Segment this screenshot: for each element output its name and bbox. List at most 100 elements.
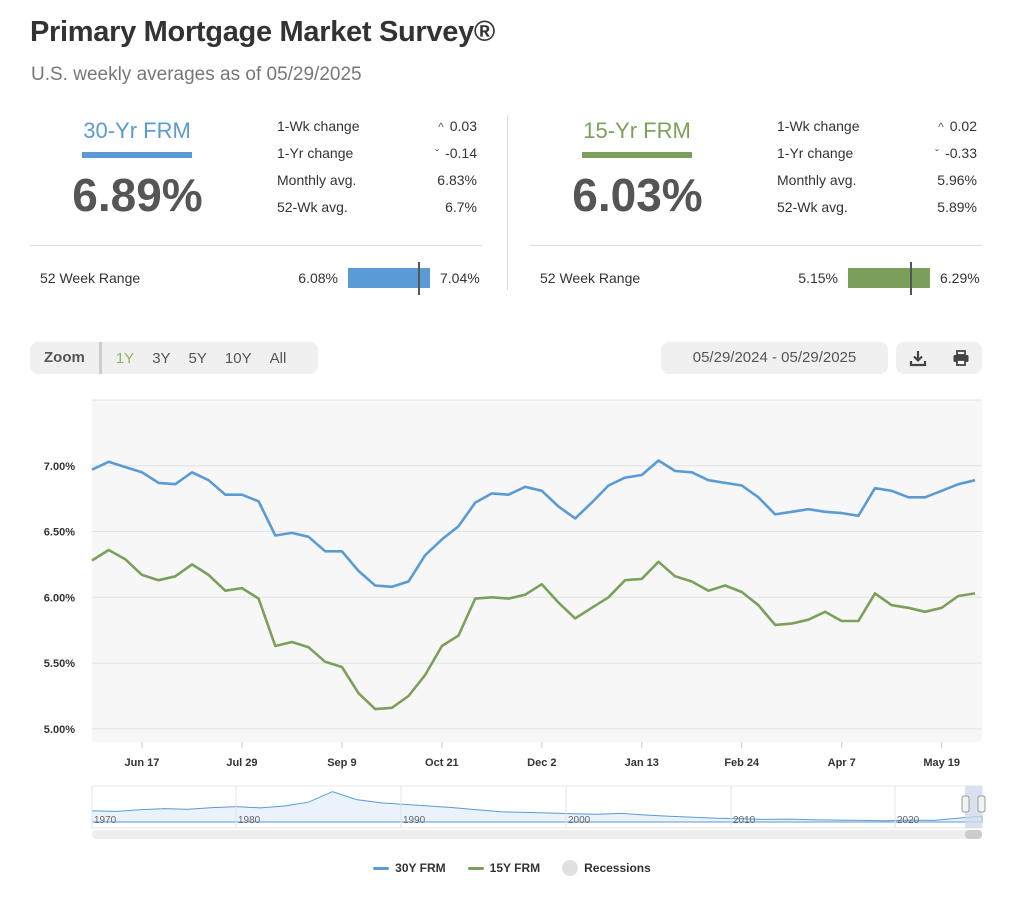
zoom-bar: Zoom 1Y 3Y 5Y 10Y All	[30, 342, 318, 374]
navigator-label: 2010	[733, 815, 756, 826]
stat-value: 0.02	[949, 118, 977, 134]
chevron-up-icon: ^	[438, 120, 444, 134]
frm30-stats: 1-Wk change ^ 0.03 1-Yr change ˇ -0.14 Mon…	[277, 118, 477, 226]
zoom-1y-button[interactable]: 1Y	[115, 349, 135, 367]
stat-label: Monthly avg.	[777, 172, 857, 188]
zoom-3y-button[interactable]: 3Y	[152, 349, 171, 367]
legend-swatch-15y	[467, 866, 484, 870]
navigator-axis: 1970 1980 1990 2000 2010 2020	[91, 786, 920, 828]
plot-background	[92, 400, 982, 742]
series-15y-line[interactable]	[91, 548, 976, 711]
stat-value: 5.96%	[937, 172, 977, 188]
y-tick-label: 7.00%	[44, 461, 75, 473]
y-tick-label: 6.00%	[44, 592, 75, 604]
frm15-rate: 6.03%	[572, 169, 703, 221]
frm30-52wk-row: 52-Wk avg. 6.7%	[277, 199, 477, 226]
zoom-label: Zoom	[30, 342, 102, 374]
legend-label-recessions: Recessions	[584, 861, 651, 875]
stat-value: 6.83%	[437, 172, 477, 188]
x-axis: Jun 17 Jul 29 Sep 9 Oct 21 Dec 2 Jan 13 Feb 24…	[125, 742, 960, 769]
frm15-panel: 15-Yr FRM 6.03% 1-Wk change ^ 0.02 1-Yr c…	[530, 110, 982, 295]
navigator-scrollbar-thumb[interactable]	[965, 830, 982, 839]
frm30-rate: 6.89%	[72, 169, 203, 221]
frm30-range-high: 7.04%	[440, 270, 480, 286]
navigator-handle-right[interactable]	[977, 795, 986, 813]
frm15-52wk-row: 52-Wk avg. 5.89%	[777, 199, 977, 226]
series-lines	[91, 459, 976, 711]
chart-legend: 30Y FRM 15Y FRM Recessions	[0, 860, 1024, 876]
x-tick-label: Jul 29	[226, 757, 257, 769]
frm15-range-low: 5.15%	[798, 270, 838, 286]
panel-separator	[507, 115, 508, 290]
frm30-monthly-row: Monthly avg. 6.83%	[277, 172, 477, 199]
stat-value: 0.03	[449, 118, 477, 134]
navigator-handle-left[interactable]	[961, 795, 970, 813]
y-tick-label: 6.50%	[44, 527, 75, 539]
frm30-wk-change-row: 1-Wk change ^ 0.03	[277, 118, 477, 145]
navigator-label: 2020	[897, 815, 920, 826]
frm30-range-marker	[417, 262, 420, 295]
zoom-5y-button[interactable]: 5Y	[188, 349, 207, 367]
rate-chart: 5.00% 5.50% 6.00% 6.50% 7.00% Jun 17 Jul 29 Se…	[44, 399, 986, 839]
print-icon	[953, 350, 968, 366]
legend-item-15y[interactable]: 15Y FRM	[467, 860, 541, 876]
page-title: Primary Mortgage Market Survey®	[30, 16, 495, 48]
chevron-down-icon: ˇ	[435, 147, 440, 161]
frm15-underline	[582, 152, 692, 158]
chevron-up-icon: ^	[938, 120, 944, 134]
download-button[interactable]	[896, 342, 939, 374]
frm30-range-label: 52 Week Range	[40, 270, 141, 286]
stat-label: Monthly avg.	[277, 172, 357, 188]
frm15-name: 15-Yr FRM	[583, 118, 691, 143]
frm15-range-marker	[909, 262, 912, 295]
legend-label-30y: 30Y FRM	[395, 861, 446, 875]
stat-value: 5.89%	[937, 199, 977, 215]
stat-label: 1-Wk change	[277, 118, 360, 134]
x-tick-label: Feb 24	[724, 757, 760, 769]
stat-label: 1-Wk change	[777, 118, 860, 134]
navigator-label: 1980	[238, 815, 261, 826]
x-tick-label: Dec 2	[527, 757, 556, 769]
page-subtitle: U.S. weekly averages as of 05/29/2025	[31, 64, 362, 85]
stat-label: 52-Wk avg.	[777, 199, 848, 215]
y-tick-label: 5.00%	[44, 724, 75, 736]
date-range-input[interactable]: 05/29/2024 - 05/29/2025	[661, 342, 888, 374]
stat-label: 1-Yr change	[777, 145, 854, 161]
frm15-range-label: 52 Week Range	[540, 270, 641, 286]
stat-value: 6.7%	[445, 199, 477, 215]
frm15-stats: 1-Wk change ^ 0.02 1-Yr change ˇ -0.33 Mon…	[777, 118, 977, 226]
divider	[530, 245, 982, 246]
x-tick-label: Sep 9	[327, 757, 356, 769]
stat-label: 1-Yr change	[277, 145, 354, 161]
zoom-10y-button[interactable]: 10Y	[224, 349, 252, 367]
legend-item-30y[interactable]: 30Y FRM	[373, 860, 446, 876]
frm15-monthly-row: Monthly avg. 5.96%	[777, 172, 977, 199]
navigator-scrollbar[interactable]	[92, 830, 982, 839]
x-tick-label: Jun 17	[125, 757, 160, 769]
frm15-yr-change-row: 1-Yr change ˇ -0.33	[777, 145, 977, 172]
legend-label-15y: 15Y FRM	[489, 861, 541, 875]
navigator-label: 2000	[568, 815, 591, 826]
chevron-down-icon: ˇ	[935, 147, 940, 161]
legend-swatch-recessions	[562, 860, 579, 876]
stat-value: -0.14	[445, 145, 477, 161]
navigator-series	[91, 791, 983, 823]
navigator-label: 1990	[403, 815, 426, 826]
print-button[interactable]	[939, 342, 982, 374]
grid-lines	[92, 465, 982, 730]
frm30-range-low: 6.08%	[298, 270, 338, 286]
frm30-range-bar	[348, 268, 430, 288]
x-tick-label: May 19	[923, 757, 960, 769]
x-tick-label: Apr 7	[828, 757, 856, 769]
zoom-all-button[interactable]: All	[269, 349, 287, 367]
navigator-selection[interactable]	[965, 786, 982, 828]
divider	[30, 245, 482, 246]
y-axis: 5.00% 5.50% 6.00% 6.50% 7.00%	[44, 461, 75, 736]
series-30y-line[interactable]	[91, 459, 976, 589]
frm15-range-high: 6.29%	[940, 270, 980, 286]
stat-label: 52-Wk avg.	[277, 199, 348, 215]
y-tick-label: 5.50%	[44, 658, 75, 670]
frm30-underline	[82, 152, 192, 158]
legend-item-recessions[interactable]: Recessions	[562, 860, 651, 876]
navigator[interactable]: 1970 1980 1990 2000 2010 2020	[91, 785, 986, 839]
